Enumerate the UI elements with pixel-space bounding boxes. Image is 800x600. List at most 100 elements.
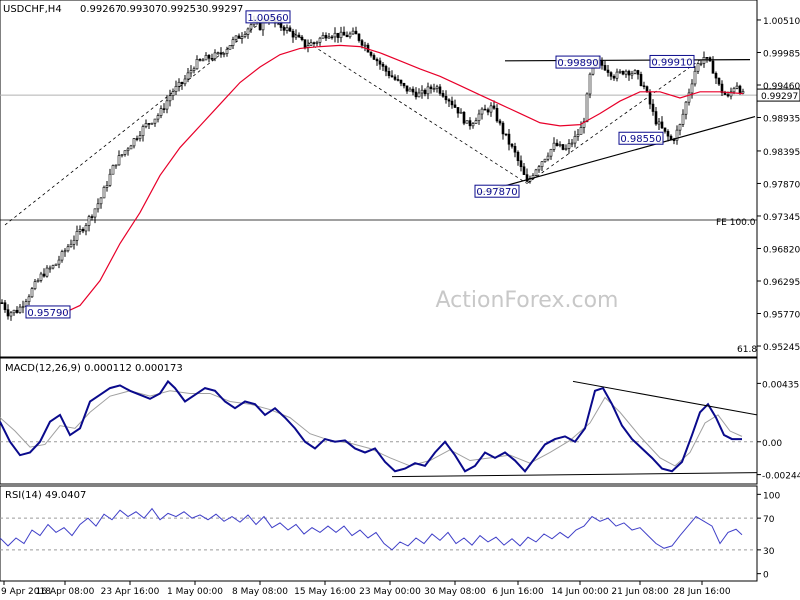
candle-body (306, 45, 310, 48)
candle-body (570, 142, 574, 145)
candle-body (285, 27, 289, 31)
ohlc-low: 0.99253 (161, 4, 202, 15)
candle-body (666, 131, 670, 137)
candle-body (21, 306, 25, 308)
candle-body (351, 30, 355, 35)
candle-body (489, 105, 493, 113)
candle-body (87, 216, 91, 226)
price-axis-label: 0.95770 (763, 311, 800, 321)
candle-body (513, 146, 517, 153)
candle-body (678, 124, 682, 131)
candle-body (657, 121, 661, 125)
candle-body (561, 144, 565, 150)
candle-body (102, 187, 106, 199)
candle-body (621, 70, 625, 75)
candle-body (54, 263, 58, 266)
resistance-line (504, 58, 751, 62)
price-annotation: 0.95790 (25, 305, 71, 319)
current-price-label: 0.99297 (761, 92, 798, 102)
price-annotation: 0.97870 (474, 184, 520, 198)
candle-body (480, 108, 484, 115)
candle-body (330, 36, 334, 39)
time-axis-label: 23 May 00:00 (359, 587, 421, 597)
ohlc-high: 0.99307 (120, 4, 161, 15)
candle-body (516, 151, 520, 162)
price-annotation: 0.99910 (649, 54, 695, 68)
macd-axis-label: 0.004351 (762, 380, 800, 390)
candle-body (411, 88, 415, 93)
candle-body (186, 72, 190, 80)
annotation-box (649, 54, 695, 68)
price-axis-label: 0.97870 (763, 180, 800, 190)
candle-body (636, 70, 640, 75)
candle-body (696, 63, 700, 72)
candle-body (66, 246, 70, 252)
candle-body (42, 273, 46, 277)
candle-body (249, 24, 253, 30)
candle-body (15, 309, 19, 313)
candle-body (732, 88, 736, 93)
candle-body (525, 174, 529, 182)
rsi-panel-frame (0, 485, 758, 582)
candle-body (150, 122, 154, 125)
candle-body (393, 76, 397, 80)
candle-body (312, 42, 316, 44)
macd-panel-frame (0, 357, 758, 485)
macd-line (0, 379, 742, 473)
candle-body (453, 104, 457, 108)
candle-body (399, 79, 403, 84)
candle-body (693, 70, 697, 85)
price-title: USDCHF,H4 0.99267 0.99307 0.99253 0.9929… (3, 4, 243, 15)
candle-body (681, 113, 685, 125)
candle-body (615, 71, 619, 79)
candle-body (435, 86, 439, 89)
candle-body (201, 59, 205, 62)
candle-body (540, 161, 544, 168)
candle-body (129, 145, 133, 150)
candle-body (84, 225, 88, 232)
candle-body (486, 109, 490, 113)
candle-body (534, 169, 538, 176)
candle-body (240, 36, 244, 39)
candle-body (402, 82, 406, 87)
macd-trendline-1 (391, 472, 758, 478)
rsi-line (0, 507, 743, 551)
price-axis-label: 0.99460 (763, 82, 800, 92)
candle-body (675, 129, 679, 141)
candle-body (612, 75, 616, 79)
candle-body (243, 34, 247, 37)
candle-body (288, 27, 292, 32)
candle-body (405, 85, 409, 92)
candle-body (195, 59, 199, 70)
candle-body (537, 166, 541, 171)
candle-body (567, 143, 571, 149)
candle-body (324, 35, 328, 39)
candle-body (606, 69, 610, 73)
candle-body (705, 57, 709, 59)
rsi-axis-label: 30 (763, 547, 775, 557)
candle-body (93, 208, 97, 218)
candle-body (105, 185, 109, 188)
candle-body (168, 95, 172, 102)
candle-body (510, 143, 514, 147)
time-axis-label: 28 Jun 16:00 (673, 587, 730, 597)
candle-body (360, 40, 364, 46)
candle-body (297, 34, 301, 38)
candle-body (456, 107, 460, 114)
price-layer: 1.00560 0.99890 0.99910 0.97870 0.98550 0.957… (0, 10, 757, 321)
candle-body (504, 133, 508, 136)
candle-body (474, 120, 478, 124)
candle-body (429, 86, 433, 90)
candle-body (450, 100, 454, 106)
candle-body (300, 36, 304, 40)
price-axis-label: 0.98395 (763, 148, 800, 158)
candle-body (543, 158, 547, 163)
candle-body (0, 302, 4, 304)
candle-body (426, 86, 430, 95)
candle-body (327, 36, 331, 39)
watermark: ActionForex.com (436, 288, 619, 313)
candle-body (141, 126, 145, 137)
candle-body (573, 136, 577, 144)
candle-body (507, 133, 511, 145)
ohlc-open: 0.99267 (80, 4, 121, 15)
